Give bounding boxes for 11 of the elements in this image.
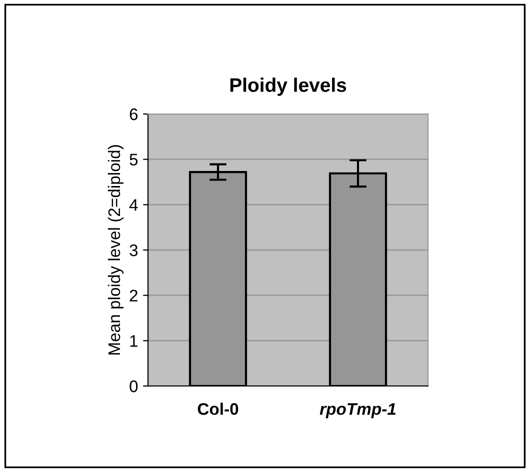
y-tick-label: 5 xyxy=(130,154,138,166)
y-tick-label: 1 xyxy=(130,335,138,347)
chart-title: Ploidy levels xyxy=(230,78,346,96)
x-tick-label: Col-0 xyxy=(198,402,238,415)
y-axis-title: Mean ploidy level (2=diploid) xyxy=(108,145,124,354)
y-tick-label: 3 xyxy=(130,244,138,256)
y-tick-label: 2 xyxy=(130,290,138,302)
y-tick-label: 6 xyxy=(130,108,138,120)
x-tick-label: rpoTmp-1 xyxy=(320,403,396,418)
y-tick-label: 0 xyxy=(130,380,138,392)
y-tick-label: 4 xyxy=(129,199,138,211)
